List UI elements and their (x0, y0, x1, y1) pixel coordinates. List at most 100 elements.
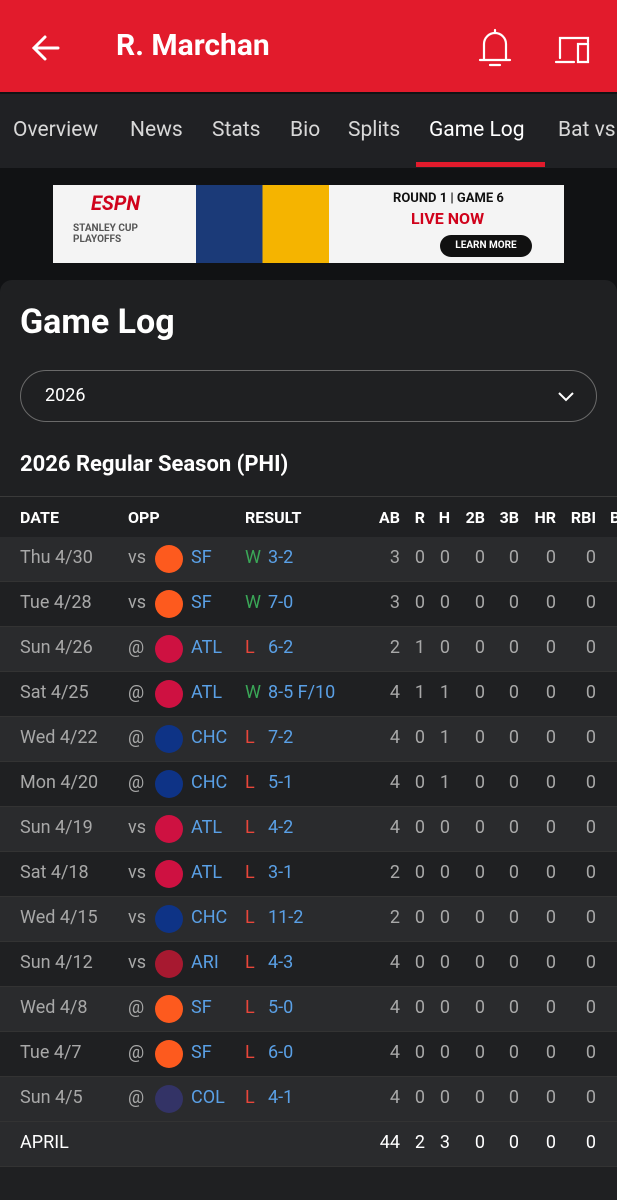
stat: 0 (508, 1087, 519, 1108)
stat: 0 (585, 772, 596, 793)
score[interactable]: 11-2 (268, 907, 304, 928)
score[interactable]: 6-2 (268, 637, 294, 658)
score[interactable]: 4-2 (268, 817, 294, 838)
win-loss: L (245, 1042, 255, 1063)
tab[interactable]: Splits (348, 118, 401, 142)
win-loss: L (245, 907, 255, 928)
stat: 4 (389, 817, 400, 838)
total-stat: 2 (414, 1132, 425, 1153)
stat: 0 (585, 952, 596, 973)
stat: 0 (545, 772, 556, 793)
opponent[interactable]: ARI (191, 952, 219, 973)
score[interactable]: 3-1 (268, 862, 294, 883)
opponent[interactable]: SF (191, 592, 212, 613)
stat: 0 (414, 727, 425, 748)
stat: 0 (474, 907, 485, 928)
column-header: HR (534, 508, 556, 527)
tab[interactable]: Stats (212, 118, 261, 142)
score[interactable]: 8-5 F/10 (268, 682, 336, 703)
total-stat: 44 (379, 1132, 400, 1153)
team-logo (155, 1040, 183, 1068)
game-row[interactable]: Wed 4/8 @ SF L 5-0 4 0 0 0 0 0 0 (0, 987, 617, 1032)
game-row[interactable]: Sun 4/12 vs ARI L 4-3 4 0 0 0 0 0 0 (0, 942, 617, 987)
stat: 1 (439, 772, 450, 793)
tab[interactable]: Bat vs (558, 118, 616, 142)
stat: 4 (389, 952, 400, 973)
stat: 0 (414, 907, 425, 928)
score[interactable]: 4-3 (268, 952, 294, 973)
tab-bar: Overview News Stats Bio Splits Game Log Bat vs (0, 94, 617, 168)
ad-banner[interactable]: ESPN STANLEY CUP PLAYOFFS ROUND 1 | GAME… (53, 185, 564, 263)
win-loss: L (245, 862, 255, 883)
stat: 0 (508, 952, 519, 973)
opponent[interactable]: SF (191, 1042, 212, 1063)
season-dropdown[interactable]: 2026 (20, 370, 597, 422)
date: Wed 4/8 (20, 997, 88, 1018)
stat: 0 (585, 1087, 596, 1108)
game-row[interactable]: Wed 4/15 vs CHC L 11-2 2 0 0 0 0 0 0 (0, 897, 617, 942)
opponent[interactable]: ATL (191, 862, 223, 883)
stat: 4 (389, 1087, 400, 1108)
game-row[interactable]: Sun 4/19 vs ATL L 4-2 4 0 0 0 0 0 0 (0, 807, 617, 852)
game-row[interactable]: Wed 4/22 @ CHC L 7-2 4 0 1 0 0 0 0 (0, 717, 617, 762)
stat: 0 (508, 637, 519, 658)
win-loss: W (245, 682, 261, 703)
score[interactable]: 5-1 (268, 772, 294, 793)
stat: 0 (439, 817, 450, 838)
home-away: @ (128, 637, 145, 658)
team-logo (155, 1085, 183, 1113)
devices-icon[interactable] (554, 36, 590, 64)
opponent[interactable]: ATL (191, 817, 223, 838)
stat: 0 (545, 862, 556, 883)
win-loss: W (245, 592, 261, 613)
date: Sun 4/19 (20, 817, 93, 838)
game-row[interactable]: Mon 4/20 @ CHC L 5-1 4 0 1 0 0 0 0 (0, 762, 617, 807)
ad-cta[interactable]: LEARN MORE (440, 235, 532, 257)
tab[interactable]: Game Log (429, 118, 525, 142)
score[interactable]: 3-2 (268, 547, 294, 568)
game-row[interactable]: Sun 4/26 @ ATL L 6-2 2 1 0 0 0 0 0 (0, 627, 617, 672)
stat: 0 (545, 1042, 556, 1063)
stat: 0 (474, 637, 485, 658)
stat: 0 (474, 682, 485, 703)
date: Mon 4/20 (20, 772, 99, 793)
game-row[interactable]: Sat 4/25 @ ATL W 8-5 F/10 4 1 1 0 0 0 0 (0, 672, 617, 717)
stat: 0 (585, 907, 596, 928)
game-row[interactable]: Tue 4/28 vs SF W 7-0 3 0 0 0 0 0 0 (0, 582, 617, 627)
game-row[interactable]: Tue 4/7 @ SF L 6-0 4 0 0 0 0 0 0 (0, 1032, 617, 1077)
opponent[interactable]: CHC (191, 772, 228, 793)
opponent[interactable]: COL (191, 1087, 225, 1108)
home-away: @ (128, 682, 145, 703)
opponent[interactable]: ATL (191, 682, 223, 703)
stat: 0 (439, 952, 450, 973)
stat: 0 (545, 952, 556, 973)
stat: 0 (474, 772, 485, 793)
stat: 0 (508, 1042, 519, 1063)
game-row[interactable]: Thu 4/30 vs SF W 3-2 3 0 0 0 0 0 0 (0, 537, 617, 582)
score[interactable]: 6-0 (268, 1042, 294, 1063)
opponent[interactable]: SF (191, 997, 212, 1018)
game-row[interactable]: Sat 4/18 vs ATL L 3-1 2 0 0 0 0 0 0 (0, 852, 617, 897)
score[interactable]: 7-2 (268, 727, 294, 748)
active-tab-indicator (416, 162, 545, 167)
opponent[interactable]: CHC (191, 727, 228, 748)
stat: 0 (508, 862, 519, 883)
opponent[interactable]: SF (191, 547, 212, 568)
back-icon[interactable] (31, 35, 60, 61)
tab[interactable]: Bio (290, 118, 321, 142)
score[interactable]: 7-0 (268, 592, 294, 613)
tab[interactable]: News (130, 118, 183, 142)
score[interactable]: 5-0 (268, 997, 294, 1018)
tab[interactable]: Overview (13, 118, 99, 142)
team-logo (155, 860, 183, 888)
column-header: DATE (20, 508, 59, 527)
player-name: R. Marchan (116, 28, 270, 63)
opponent[interactable]: ATL (191, 637, 223, 658)
opponent[interactable]: CHC (191, 907, 228, 928)
section-title: 2026 Regular Season (PHI) (20, 452, 289, 477)
bell-icon[interactable] (478, 28, 512, 67)
stat: 2 (389, 907, 400, 928)
score[interactable]: 4-1 (268, 1087, 294, 1108)
game-row[interactable]: Sun 4/5 @ COL L 4-1 4 0 0 0 0 0 0 (0, 1077, 617, 1122)
stat: 2 (389, 862, 400, 883)
